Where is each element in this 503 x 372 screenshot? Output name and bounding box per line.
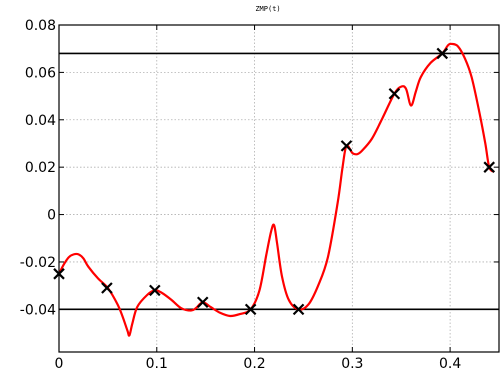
y-tick-label: 0.02	[25, 160, 56, 176]
series-layer	[58, 42, 495, 337]
x-tick-label: 0.3	[341, 356, 363, 372]
x-marker	[388, 87, 401, 100]
x-marker-stroke	[244, 303, 257, 316]
x-marker-stroke	[388, 87, 401, 100]
y-tick-label: 0.06	[25, 65, 56, 81]
plot-frame	[58, 24, 500, 353]
y-tick-label: 0.04	[25, 113, 56, 129]
zmp-series-line	[58, 42, 495, 337]
y-axis-ticks: 0.08 0.06 0.04 0.02 0 -0.02 -0.04	[20, 18, 499, 318]
x-axis-ticks: 0 0.1 0.2 0.3 0.4	[55, 25, 461, 372]
chart-title: ZMP(t)	[255, 5, 280, 13]
y-tick-label: 0	[47, 208, 56, 224]
x-marker	[483, 161, 496, 173]
x-tick-label: 0.1	[146, 356, 168, 372]
y-tick-label: 0.08	[25, 18, 56, 34]
x-marker	[340, 140, 353, 152]
x-marker-stroke	[292, 303, 305, 316]
x-marker	[292, 303, 305, 316]
x-marker-stroke	[196, 296, 209, 309]
y-tick-label: -0.04	[20, 302, 56, 318]
grid	[58, 24, 499, 352]
x-marker-stroke	[149, 284, 161, 297]
markers-layer	[53, 47, 496, 316]
x-marker-stroke	[101, 282, 113, 294]
x-tick-label: 0	[55, 356, 64, 372]
x-tick-label: 0.2	[243, 356, 265, 372]
x-marker	[196, 296, 209, 309]
x-marker	[101, 282, 113, 294]
x-marker-stroke	[340, 140, 353, 152]
x-marker-stroke	[436, 47, 449, 60]
y-tick-label: -0.02	[20, 255, 56, 271]
x-marker	[244, 303, 257, 316]
x-marker	[436, 47, 449, 60]
x-tick-label: 0.4	[439, 356, 461, 372]
x-marker-stroke	[483, 161, 496, 173]
bounds-lines	[59, 52, 499, 311]
x-marker	[149, 284, 161, 297]
